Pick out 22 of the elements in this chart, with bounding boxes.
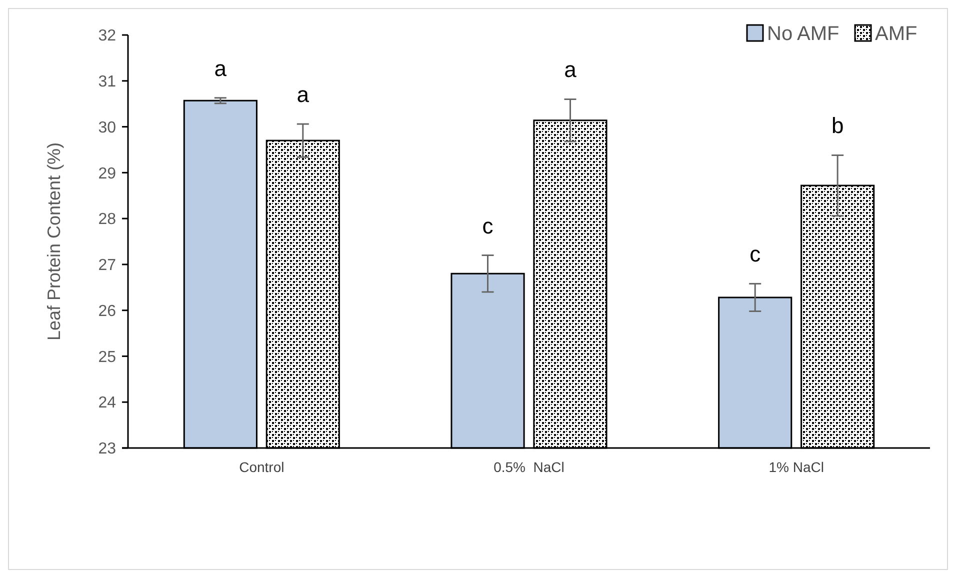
y-tick-label: 28 xyxy=(98,211,116,228)
y-axis-title: Leaf Protein Content (%) xyxy=(44,142,64,341)
y-tick-label: 30 xyxy=(98,119,116,136)
x-tick-label: 1% NaCl xyxy=(768,459,824,475)
annotation: b xyxy=(831,113,844,138)
y-tick-label: 31 xyxy=(98,73,116,90)
y-tick-label: 25 xyxy=(98,348,116,366)
annotation: a xyxy=(564,57,578,82)
annotation: a xyxy=(214,56,228,81)
annotation: c xyxy=(482,213,494,238)
annotation: a xyxy=(296,82,310,108)
legend-label: No AMF xyxy=(767,23,840,45)
y-tick-label: 29 xyxy=(98,165,116,182)
y-tick-label: 27 xyxy=(98,257,116,274)
x-tick-label: 0.5% NaCl xyxy=(494,459,564,475)
legend-label: AMF xyxy=(875,23,918,45)
y-tick-label: 32 xyxy=(98,28,116,45)
x-tick-label: Control xyxy=(239,459,284,475)
y-tick-label: 26 xyxy=(98,302,116,320)
annotation: c xyxy=(750,242,761,267)
y-tick-label: 24 xyxy=(98,394,116,412)
y-tick-label: 23 xyxy=(98,440,116,458)
